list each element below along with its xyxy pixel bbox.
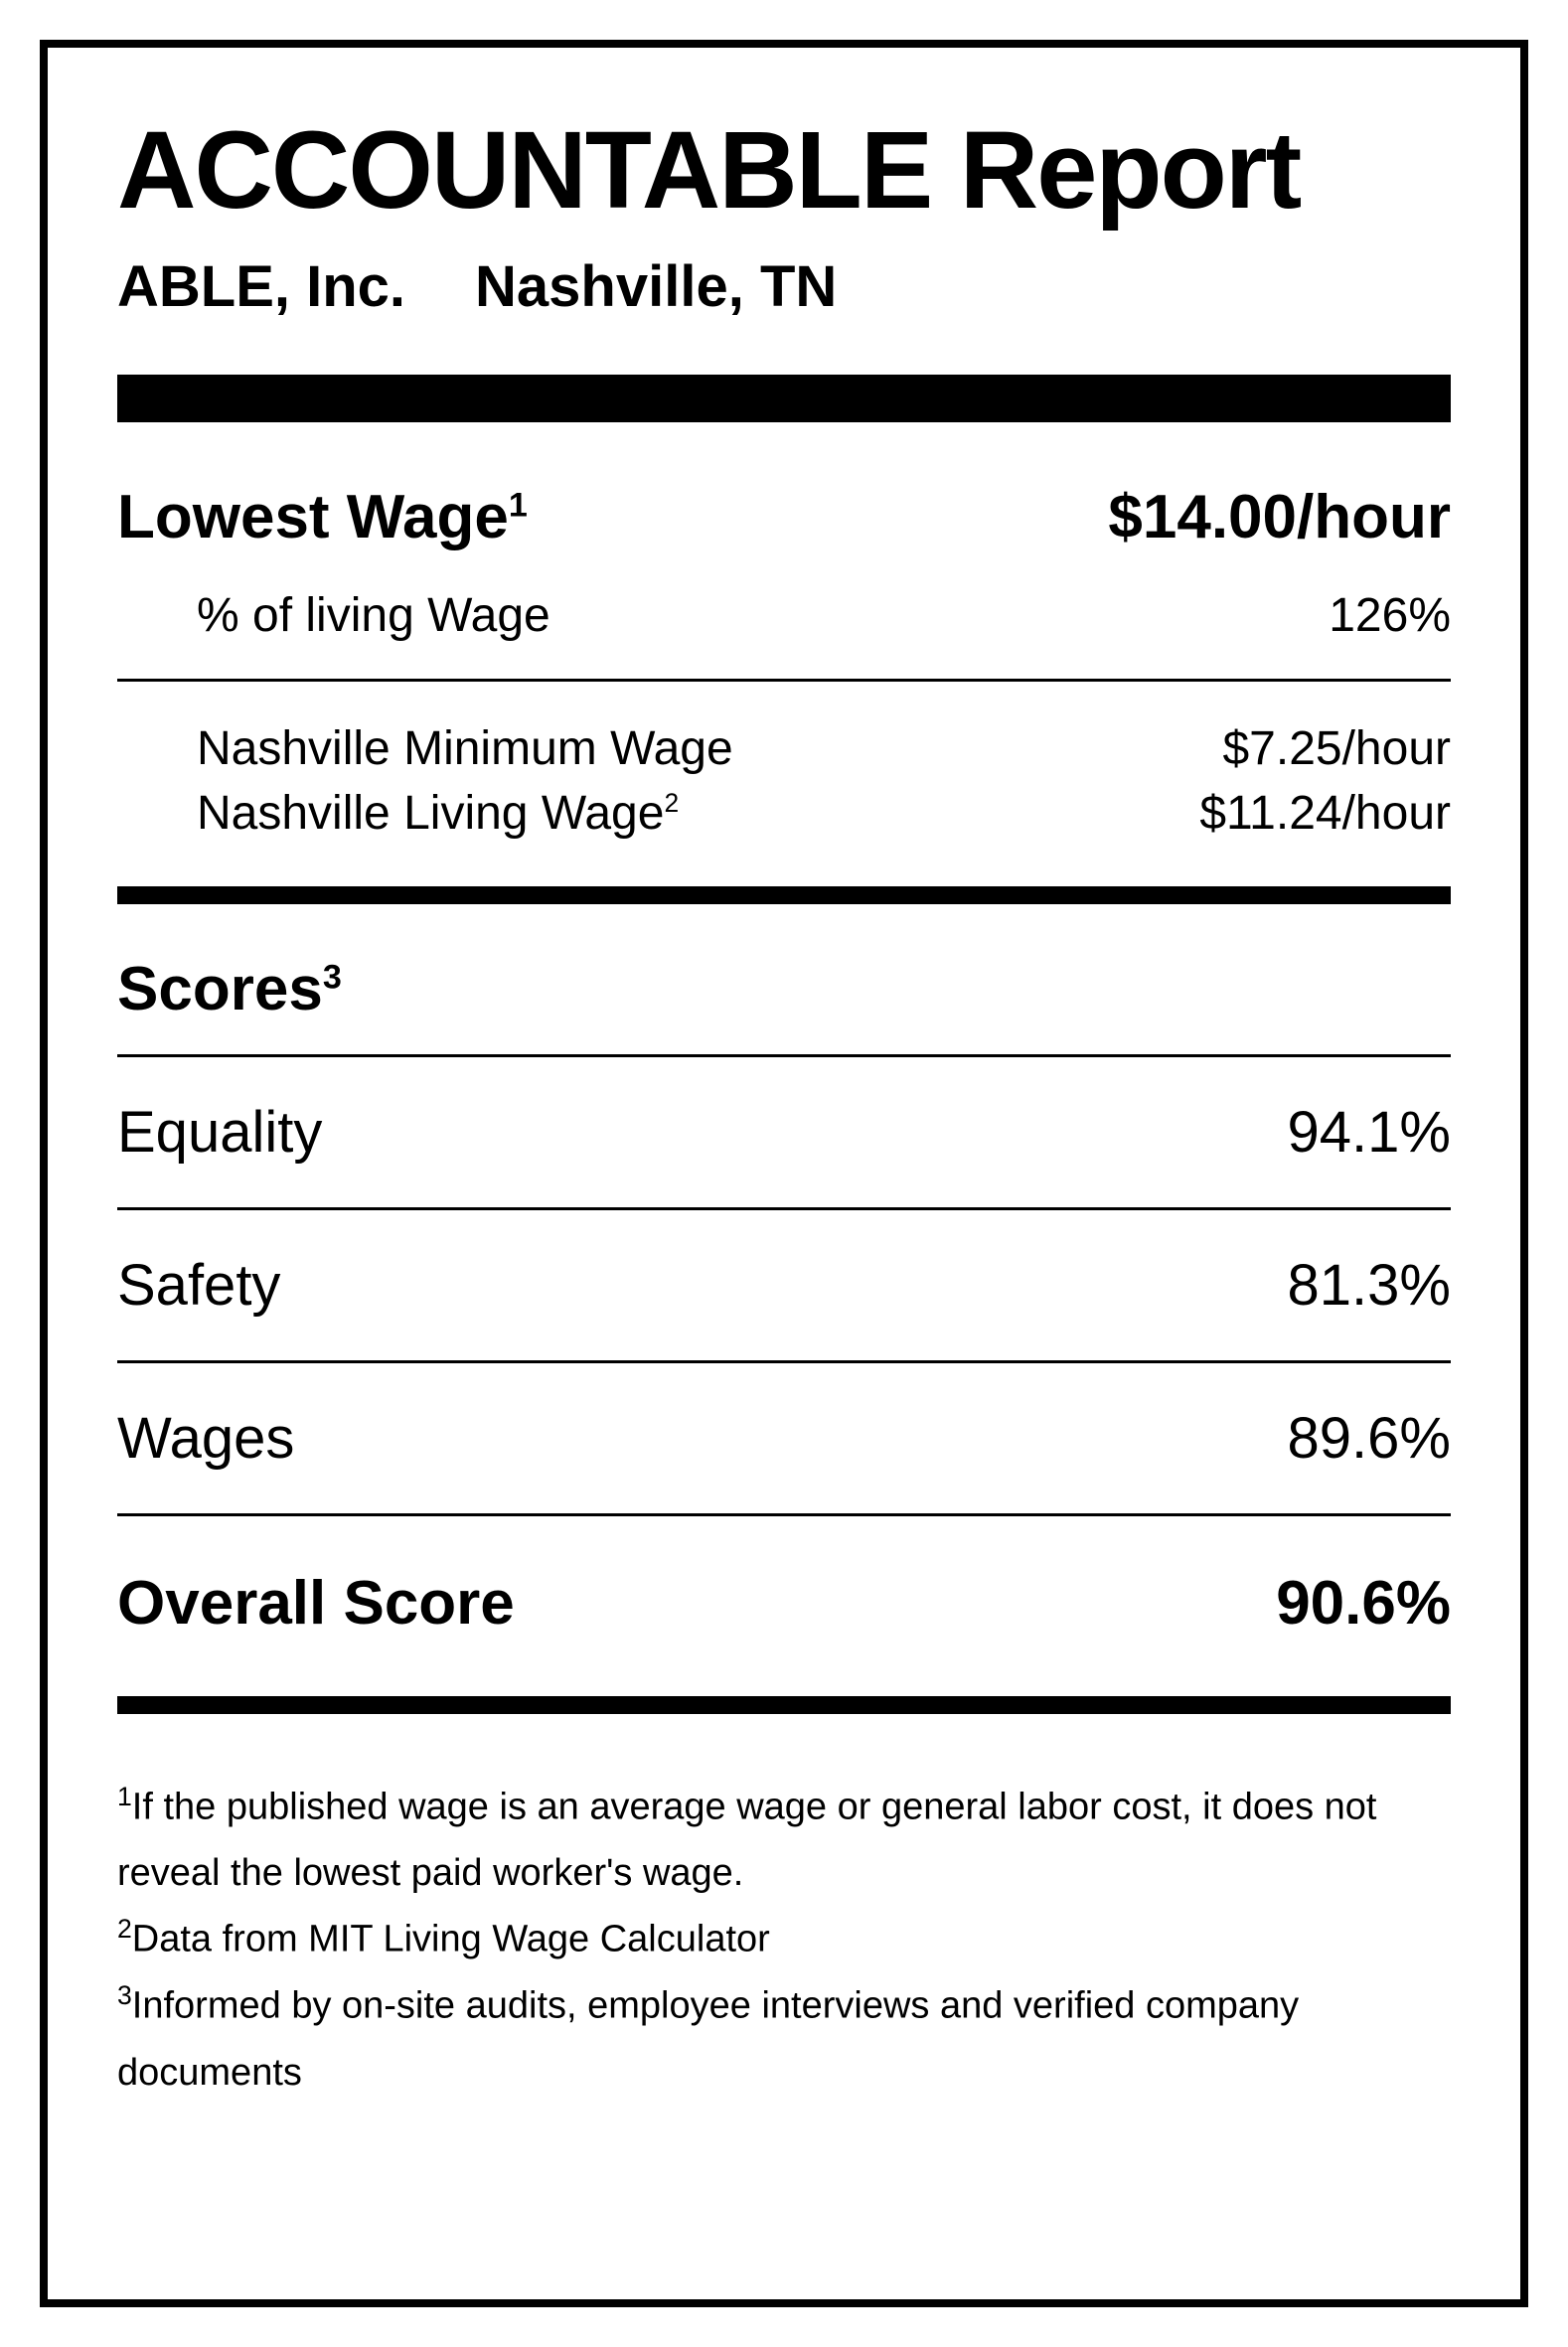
footnote-1: 1If the published wage is an average wag… <box>117 1774 1451 1907</box>
company-name: ABLE, Inc. <box>117 254 405 319</box>
footnote-ref-3: 3 <box>323 958 342 996</box>
pct-living-wage-label: % of living Wage <box>197 588 550 643</box>
minimum-wage-label: Nashville Minimum Wage <box>197 717 733 782</box>
divider-thick <box>117 375 1451 422</box>
score-value: 94.1% <box>1288 1099 1451 1166</box>
company-location: Nashville, TN <box>475 254 837 319</box>
living-wage-row: Nashville Living Wage2 $11.24/hour <box>197 782 1451 847</box>
lowest-wage-value: $14.00/hour <box>1108 482 1451 552</box>
score-label: Wages <box>117 1405 294 1472</box>
score-value: 81.3% <box>1288 1252 1451 1319</box>
footnote-3: 3Informed by on-site audits, employee in… <box>117 1972 1451 2106</box>
score-label: Equality <box>117 1099 322 1166</box>
footnote-2: 2Data from MIT Living Wage Calculator <box>117 1906 1451 1972</box>
reference-wages-block: Nashville Minimum Wage $7.25/hour Nashvi… <box>117 717 1451 847</box>
accountable-report: ACCOUNTABLE Report ABLE, Inc. Nashville, … <box>40 40 1528 2307</box>
pct-living-wage-row: % of living Wage 126% <box>117 588 1451 643</box>
score-label: Safety <box>117 1252 280 1319</box>
score-value: 89.6% <box>1288 1405 1451 1472</box>
pct-living-wage-value: 126% <box>1329 588 1451 643</box>
minimum-wage-row: Nashville Minimum Wage $7.25/hour <box>197 717 1451 782</box>
score-row-wages: Wages 89.6% <box>117 1363 1451 1513</box>
overall-score-label: Overall Score <box>117 1568 515 1639</box>
lowest-wage-row: Lowest Wage1 $14.00/hour <box>117 482 1451 552</box>
footnote-ref-2: 2 <box>664 788 679 818</box>
minimum-wage-value: $7.25/hour <box>1222 717 1451 782</box>
lowest-wage-label: Lowest Wage1 <box>117 482 528 552</box>
footnote-ref-1: 1 <box>509 486 528 524</box>
living-wage-value: $11.24/hour <box>1199 782 1451 847</box>
footnotes: 1If the published wage is an average wag… <box>117 1774 1451 2106</box>
report-subtitle: ABLE, Inc. Nashville, TN <box>117 253 1451 320</box>
divider-medium <box>117 1696 1451 1714</box>
overall-score-value: 90.6% <box>1276 1568 1451 1639</box>
divider-medium <box>117 886 1451 904</box>
overall-score-row: Overall Score 90.6% <box>117 1516 1451 1646</box>
score-row-safety: Safety 81.3% <box>117 1210 1451 1360</box>
report-title: ACCOUNTABLE Report <box>117 107 1451 234</box>
scores-heading: Scores3 <box>117 954 1451 1024</box>
living-wage-label: Nashville Living Wage2 <box>197 782 679 847</box>
divider-thin <box>117 679 1451 682</box>
score-row-equality: Equality 94.1% <box>117 1057 1451 1207</box>
